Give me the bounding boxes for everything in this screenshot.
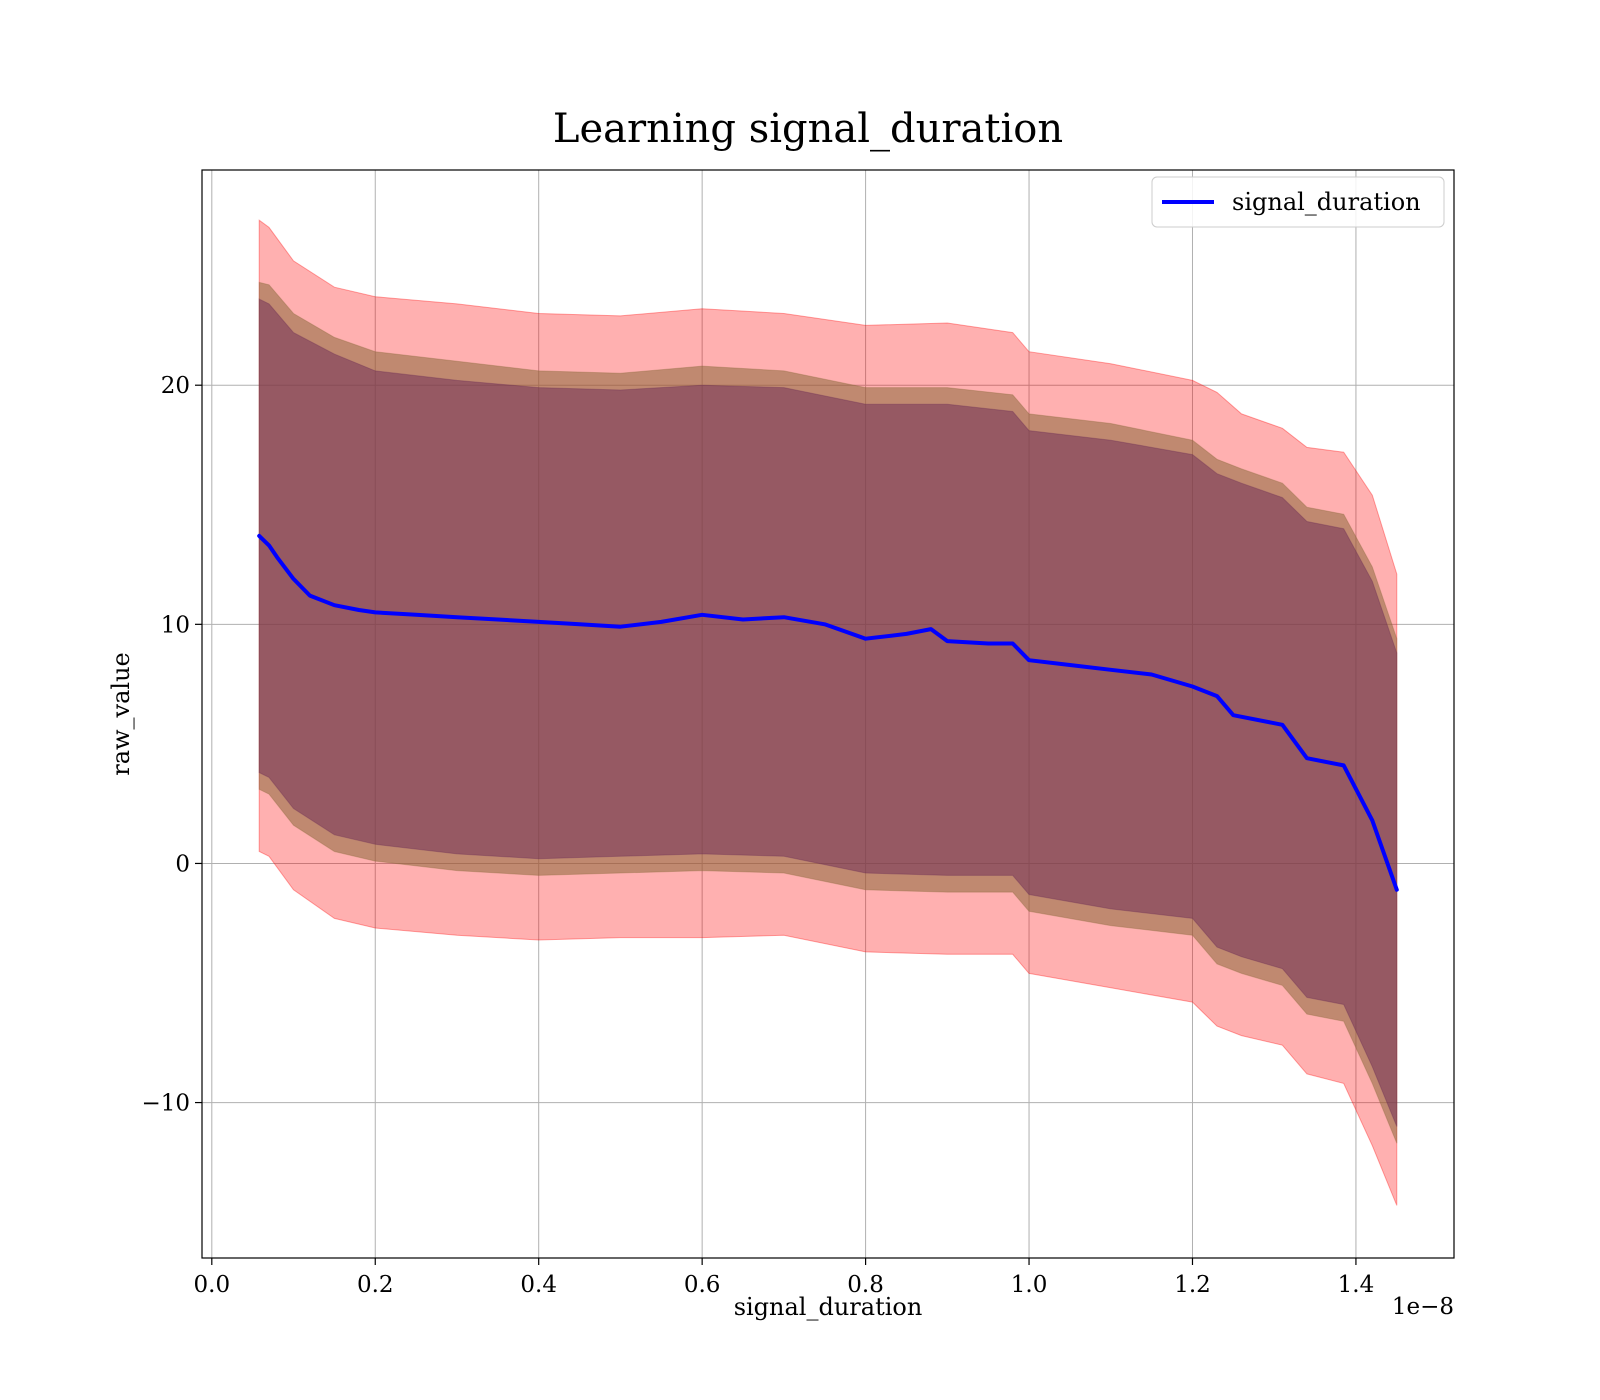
confidence-bands bbox=[258, 219, 1398, 1206]
series-line-signal-duration bbox=[257, 533, 1399, 892]
y-axis-label: raw_value bbox=[107, 652, 135, 776]
y-tick-label: −10 bbox=[141, 1091, 190, 1117]
y-axis-ticks: −10 0 10 20 bbox=[141, 373, 202, 1117]
x-tick-label: 1.2 bbox=[1174, 1272, 1211, 1298]
x-tick-label: 0.6 bbox=[684, 1272, 721, 1298]
x-axis-label: signal_duration bbox=[734, 1293, 923, 1321]
y-tick-label: 20 bbox=[161, 373, 190, 399]
plot-frame bbox=[201, 169, 1455, 1259]
band-inner bbox=[258, 298, 1398, 1127]
plot-area bbox=[201, 169, 1455, 1259]
legend-label-signal-duration: signal_duration bbox=[1232, 188, 1421, 216]
chart-title: Learning signal_duration bbox=[553, 106, 1063, 152]
x-tick-label: 1.0 bbox=[1011, 1272, 1048, 1298]
y-tick-label: 0 bbox=[175, 851, 190, 877]
x-tick-label: 0.8 bbox=[847, 1272, 884, 1298]
series-lines bbox=[257, 533, 1399, 892]
x-tick-label: 0.4 bbox=[520, 1272, 557, 1298]
x-tick-label: 0.0 bbox=[194, 1272, 231, 1298]
legend: signal_duration bbox=[1151, 176, 1445, 228]
legend-box bbox=[1151, 176, 1445, 228]
y-tick-label: 10 bbox=[161, 612, 190, 638]
x-axis-ticks: 0.0 0.2 0.4 0.6 0.8 1.0 1.2 1.4 bbox=[194, 1258, 1375, 1298]
x-tick-label: 0.2 bbox=[357, 1272, 394, 1298]
x-tick-label: 1.4 bbox=[1338, 1272, 1375, 1298]
x-axis-offset-text: 1e−8 bbox=[1392, 1294, 1454, 1320]
